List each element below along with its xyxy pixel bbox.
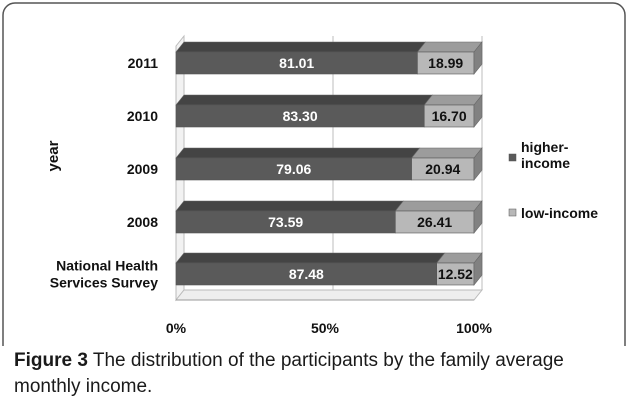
legend-swatch-0	[508, 153, 517, 162]
category-label-2-0: 2009	[127, 161, 158, 177]
bar-top-0-2	[175, 147, 421, 159]
data-label-1-3: 26.41	[417, 214, 452, 230]
category-label-4-0: National Health	[56, 258, 158, 274]
bar-end-1	[473, 94, 483, 128]
bar-end-2	[473, 147, 483, 181]
bar-top-0-1	[175, 94, 433, 106]
data-label-0-4: 87.48	[289, 266, 324, 282]
legend-label-1-0: low-income	[521, 205, 598, 221]
x-tick-label-0: 0%	[166, 320, 187, 336]
caption-text: The distribution of the participants by …	[14, 350, 564, 397]
data-label-0-3: 73.59	[268, 214, 303, 230]
legend-swatch-1	[508, 208, 517, 217]
legend-label-0-0: higher-	[521, 139, 569, 155]
data-label-0-2: 79.06	[276, 161, 311, 177]
bar-top-1-0	[416, 41, 483, 53]
bar-end-4	[473, 252, 483, 286]
bar-end-3	[473, 200, 483, 234]
floor	[174, 289, 484, 301]
bar-top-1-3	[394, 200, 483, 212]
caption-label: Figure 3	[14, 350, 88, 371]
legend-label-0-1: income	[521, 155, 570, 171]
x-tick-label-2: 100%	[456, 320, 492, 336]
bar-top-1-2	[410, 147, 483, 159]
bar-top-0-4	[175, 252, 446, 264]
data-label-1-2: 20.94	[425, 161, 460, 177]
y-axis-label: year	[45, 140, 62, 171]
bar-end-0	[473, 41, 483, 75]
category-label-4-1: Services Survey	[50, 275, 158, 291]
category-label-1-0: 2010	[127, 108, 158, 124]
stacked-bar-chart: 81.01 18.99 2011 83.30 16.70 2010 79.06 20.94 20…	[2, 2, 626, 346]
figure-caption: Figure 3 The distribution of the partici…	[14, 348, 614, 400]
bar-top-0-0	[175, 41, 427, 53]
x-tick-label-1: 50%	[311, 320, 340, 336]
category-label-0-0: 2011	[128, 55, 159, 71]
data-label-1-1: 16.70	[432, 108, 467, 124]
category-label-3-0: 2008	[127, 214, 158, 230]
figure-border	[2, 2, 626, 346]
data-label-1-4: 12.52	[438, 266, 473, 282]
bar-top-1-1	[423, 94, 483, 106]
data-label-0-0: 81.01	[279, 55, 314, 71]
data-label-1-0: 18.99	[428, 55, 463, 71]
bar-top-0-3	[175, 200, 404, 212]
data-label-0-1: 83.30	[283, 108, 318, 124]
